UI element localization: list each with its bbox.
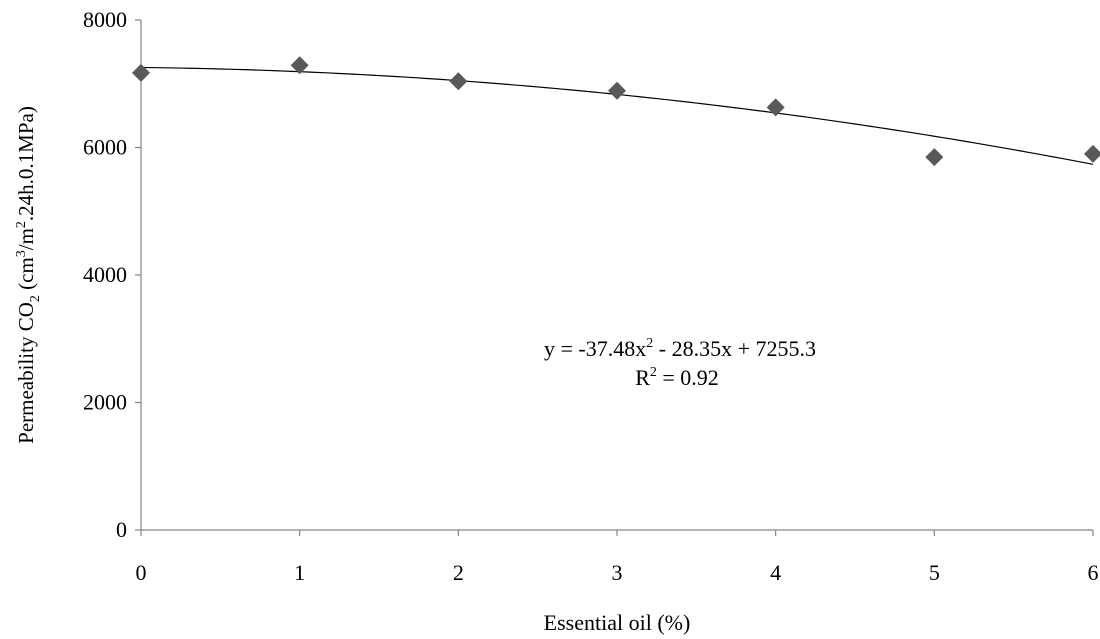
x-tick-label: 4 <box>770 560 781 585</box>
y-axis-title-superscript-2: 2 <box>14 221 29 228</box>
data-point-diamond <box>766 98 785 117</box>
y-tick-label: 8000 <box>83 7 127 32</box>
x-tick-label: 2 <box>453 560 464 585</box>
x-tick-label: 3 <box>612 560 623 585</box>
equation-suffix: - 28.35x + 7255.3 <box>653 336 816 361</box>
data-point-diamond <box>608 81 626 100</box>
equation-annotation: y = -37.48x2 - 28.35x + 7255.3 <box>544 336 816 361</box>
r-squared-annotation: R2 = 0.92 <box>635 365 719 390</box>
y-tick-label: 6000 <box>83 135 127 160</box>
y-tick-label: 4000 <box>83 262 127 287</box>
y-axis-title-prefix: Permeability CO <box>14 302 38 444</box>
y-ticks: 0 2000 4000 6000 8000 <box>83 7 141 542</box>
x-tick-label: 6 <box>1088 560 1099 585</box>
x-tick-label: 5 <box>929 560 940 585</box>
r-squared-suffix: = 0.92 <box>657 365 719 390</box>
y-tick-label: 2000 <box>83 390 127 415</box>
equation-prefix: y = -37.48x <box>544 336 646 361</box>
equation-exponent: 2 <box>646 336 653 351</box>
y-axis-title-suffix: .24h.0.1MPa) <box>14 106 38 221</box>
y-axis-title-mid1: (cm <box>14 257 38 295</box>
y-tick-label: 0 <box>116 517 127 542</box>
data-point-diamond <box>449 72 468 91</box>
x-tick-label: 1 <box>294 560 305 585</box>
r-squared-prefix: R <box>635 365 650 390</box>
data-point-diamond <box>290 56 309 75</box>
y-axis-title-superscript-1: 3 <box>14 250 29 257</box>
y-axis-title-subscript: 2 <box>28 295 43 302</box>
data-point-diamond <box>132 63 150 82</box>
data-points <box>132 56 1100 167</box>
y-axis-title: Permeability CO2 (cm3/m2.24h.0.1MPa) <box>14 106 43 444</box>
y-axis-title-mid2: /m <box>14 228 38 250</box>
x-axis-title: Essential oil (%) <box>544 610 691 635</box>
data-point-diamond <box>1084 144 1100 163</box>
x-ticks: 0 1 2 3 4 5 6 <box>136 530 1099 585</box>
x-tick-label: 0 <box>136 560 147 585</box>
r-squared-exponent: 2 <box>650 365 657 380</box>
data-point-diamond <box>925 148 944 167</box>
